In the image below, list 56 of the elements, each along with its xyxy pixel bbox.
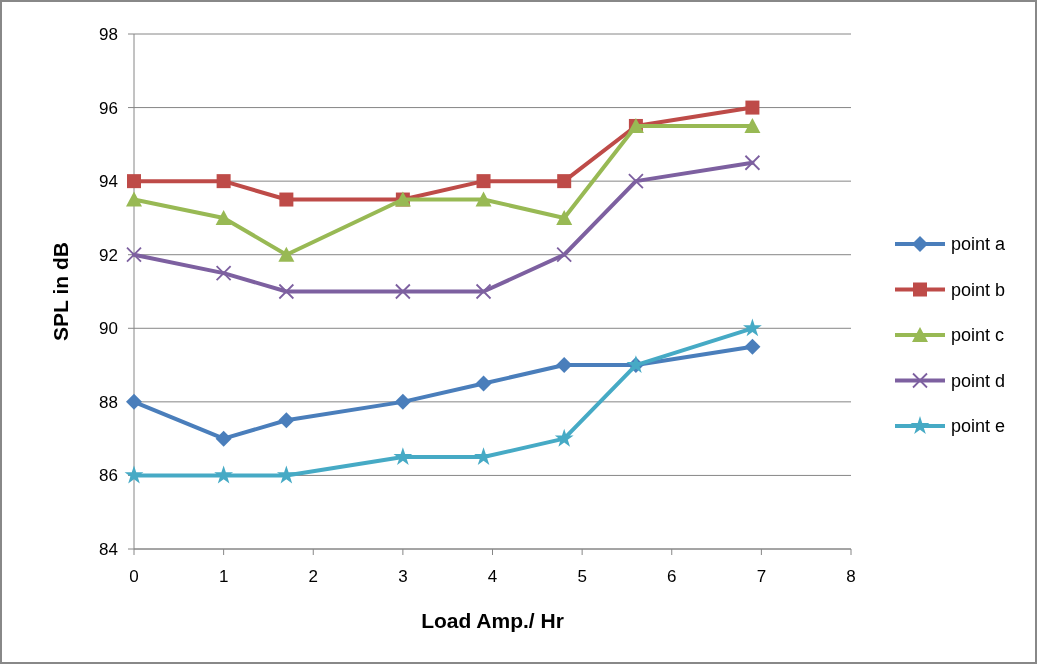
point [126, 393, 142, 410]
point [745, 100, 760, 115]
x-tick-label: 3 [398, 567, 408, 586]
y-axis-title: SPL in dB [49, 242, 72, 341]
point [394, 283, 411, 300]
x-tick-label: 1 [218, 567, 229, 586]
point [556, 246, 573, 263]
point [126, 191, 142, 207]
point [215, 430, 232, 447]
point [278, 246, 295, 262]
legend-label: point a [951, 234, 1007, 255]
point [475, 191, 492, 207]
y-tick-label: 96 [99, 98, 118, 118]
legend-label: point d [951, 370, 1006, 391]
point [628, 173, 644, 190]
x-tick-label: 6 [667, 567, 677, 586]
point [278, 283, 295, 300]
point [214, 465, 234, 484]
point [744, 154, 761, 171]
point [126, 246, 142, 263]
point [215, 265, 232, 282]
point [556, 209, 573, 225]
point [215, 209, 232, 225]
point [743, 318, 762, 337]
x-tick-label: 4 [487, 567, 498, 586]
point [127, 174, 141, 189]
x-axis-title: Load Amp./ Hr [421, 609, 564, 632]
y-tick-label: 86 [99, 466, 118, 486]
legend-label: point b [951, 279, 1006, 300]
point [744, 338, 761, 355]
x-tick-label: 8 [846, 567, 856, 586]
y-tick-label: 84 [99, 539, 118, 559]
legend-label: point e [951, 416, 1006, 437]
point [279, 192, 294, 207]
point [394, 393, 411, 410]
point [124, 465, 144, 484]
y-tick-label: 92 [99, 245, 118, 265]
point [557, 174, 572, 189]
point [276, 465, 296, 484]
legend-label: point c [951, 325, 1005, 346]
y-tick-label: 98 [99, 24, 118, 44]
point [476, 174, 491, 189]
y-tick-label: 90 [99, 319, 118, 339]
x-tick-label: 2 [308, 567, 318, 586]
point [393, 447, 413, 466]
point [475, 375, 492, 392]
point [216, 174, 231, 189]
y-tick-label: 88 [99, 392, 118, 412]
x-tick-label: 7 [756, 567, 767, 586]
point [554, 428, 574, 447]
point [744, 117, 761, 133]
point [475, 283, 492, 300]
point [278, 412, 295, 429]
x-tick-label: 5 [577, 567, 587, 586]
x-tick-label: 0 [129, 567, 139, 586]
y-tick-label: 94 [99, 172, 118, 192]
